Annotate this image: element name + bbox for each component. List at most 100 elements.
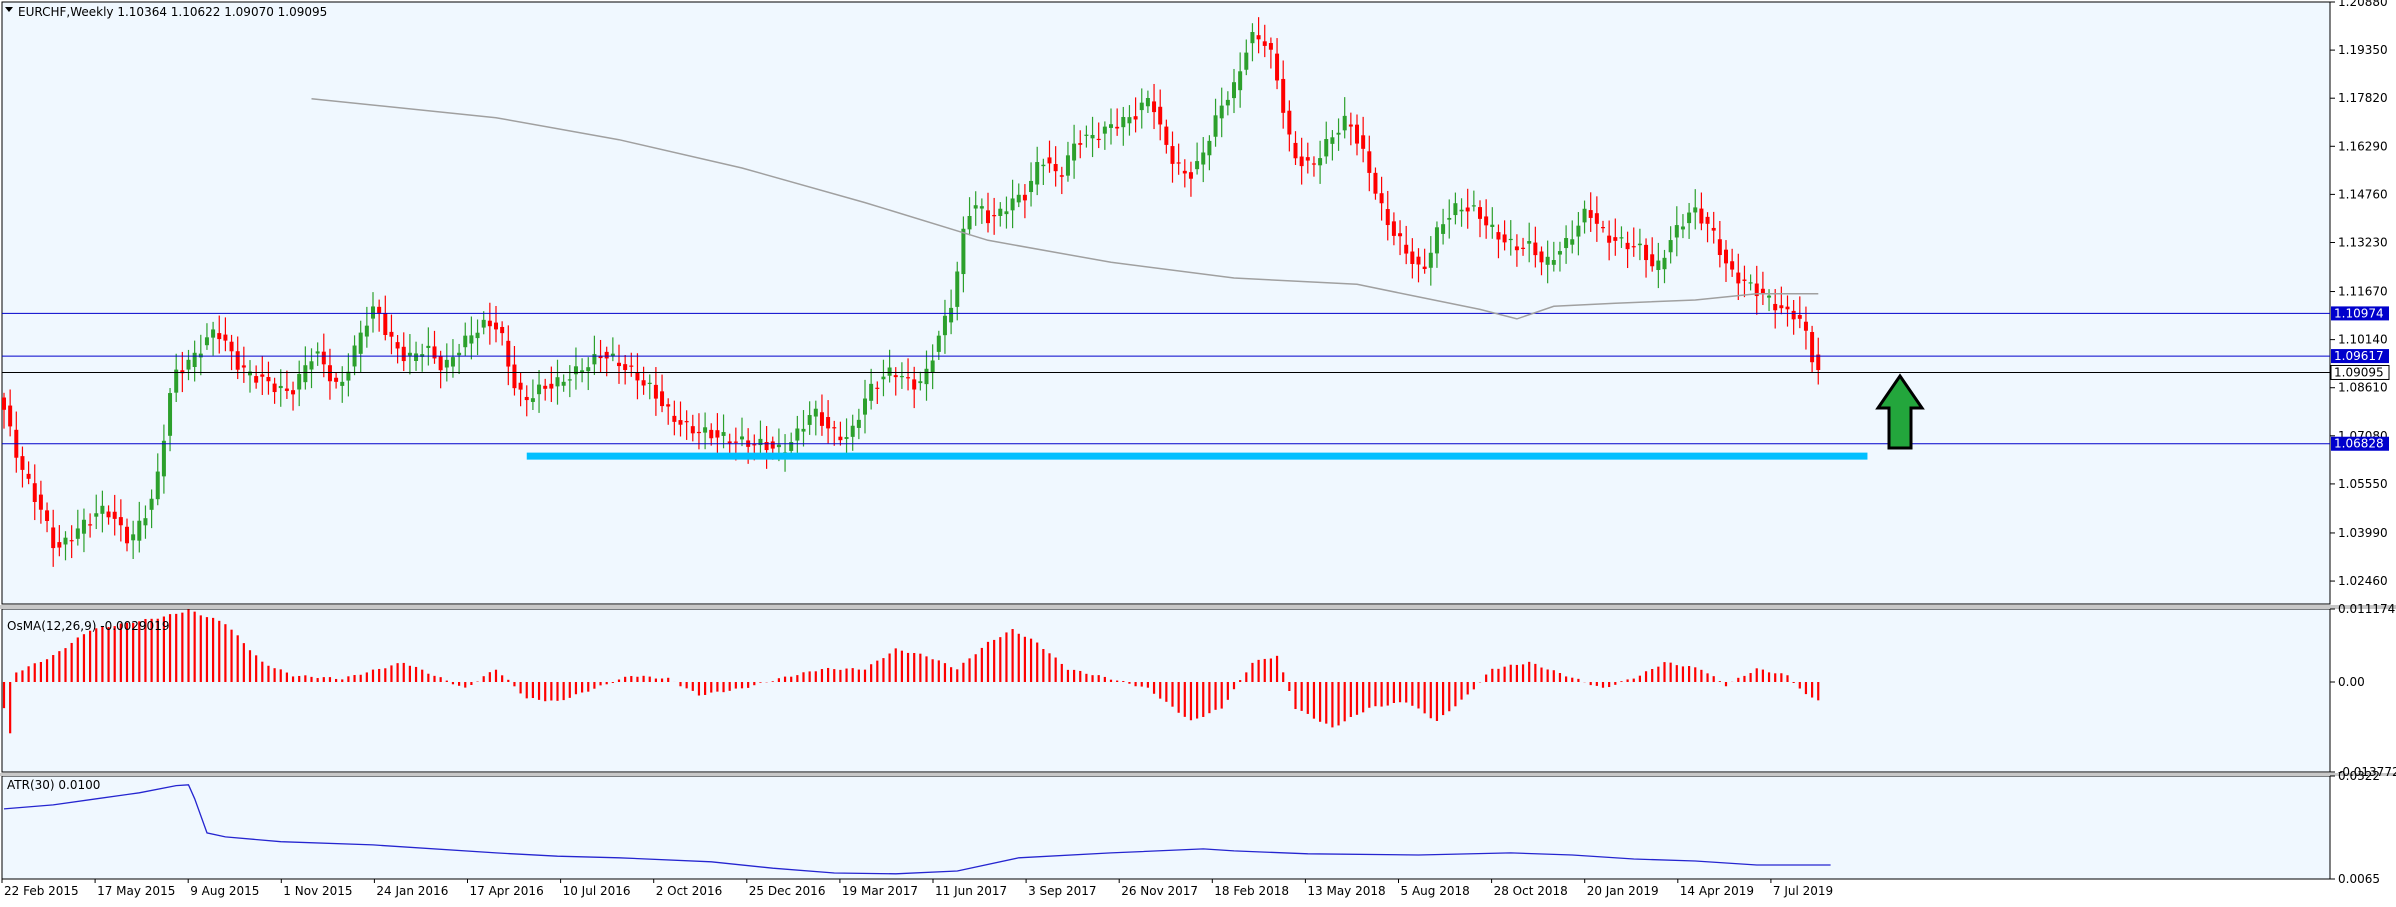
candle-body [1293,142,1298,159]
candle [1121,106,1126,146]
candle [1016,183,1021,208]
candle [1447,199,1452,239]
candle [1717,220,1722,268]
candle-body [1047,157,1052,164]
candle [1668,226,1673,264]
candle-body [918,381,923,384]
date-tick-label: 18 Feb 2018 [1214,884,1289,898]
candle-body [1594,213,1599,224]
date-tick-label: 26 Nov 2017 [1121,884,1198,898]
candle-body [475,332,480,339]
candle-body [420,354,425,357]
candle [494,306,498,343]
candle-body [1557,251,1562,255]
candle [88,513,93,538]
candle-body [1736,272,1741,284]
candle-body [715,430,720,438]
candle-body [1607,235,1612,243]
candle-body [1207,140,1212,156]
candle-body [604,351,609,359]
candle-body [1219,105,1224,119]
candle-body [26,473,31,479]
candle-body [8,405,13,427]
candle-body [315,351,320,354]
candle-body [727,441,732,444]
candle [709,423,714,446]
candle [1416,248,1421,283]
candle [266,361,271,395]
candle-body [524,396,529,401]
candle [1244,39,1249,76]
candle-body [1182,170,1187,174]
candle [801,410,806,447]
candle-body [770,441,775,449]
candle [1213,98,1218,147]
candle-body [986,210,990,224]
candle-body [1699,208,1704,224]
candle-body [924,368,929,385]
candle [204,323,209,350]
candle-body [1201,152,1206,165]
support-zone-bar[interactable] [526,452,1868,460]
candle-body [1674,225,1679,238]
candle [463,322,468,356]
candle-body [635,372,640,381]
candle-body [1355,124,1359,144]
candle-body [979,206,984,209]
candle [217,315,222,354]
candle [930,344,935,390]
candle-body [389,331,394,337]
candle [512,346,517,396]
candle [1348,112,1353,146]
candle-body [401,346,406,362]
candle-body [764,441,769,451]
candle-body [653,384,658,399]
candle-body [776,444,781,448]
green-up-arrow-icon [1875,373,1925,450]
candle-body [235,351,240,370]
candle-body [1281,78,1286,113]
candle-body [1625,242,1630,250]
candle [573,347,578,390]
candle [1693,189,1698,230]
candle-body [450,357,455,367]
candle [1539,246,1544,276]
candle-body [426,345,431,348]
candle [1490,207,1495,239]
candle [1188,161,1193,197]
candle [918,371,923,391]
candle-body [1115,126,1120,129]
candle [623,354,628,385]
osma-tick-label: 0.011174 [2338,602,2395,616]
candle [826,400,831,444]
candle [1355,114,1359,156]
candle [580,358,585,383]
candle [1570,220,1575,254]
candle [1785,295,1790,327]
candle [69,525,74,559]
candle-body [1367,151,1372,173]
candle-body [254,376,259,383]
candle-body [383,313,388,335]
candle-body [1465,207,1470,212]
candle [1687,202,1692,239]
candle-body [666,404,671,407]
candle [1256,17,1261,54]
candle-body [1478,207,1482,219]
candle-body [1791,310,1796,320]
candle-body [377,306,382,314]
candle-body [893,375,898,378]
dropdown-triangle-icon[interactable] [5,7,13,12]
candle [297,360,302,407]
date-tick-label: 13 May 2018 [1307,884,1385,898]
candle [272,377,277,404]
price-label-box [2330,364,2390,380]
osma-bars-layer [2,609,1820,734]
candle [143,505,148,539]
candle [1705,212,1710,243]
candle [1644,238,1649,278]
candle-body [1631,246,1636,248]
candle-body [1724,249,1728,264]
candle [881,359,886,397]
candle-body [1521,247,1526,249]
